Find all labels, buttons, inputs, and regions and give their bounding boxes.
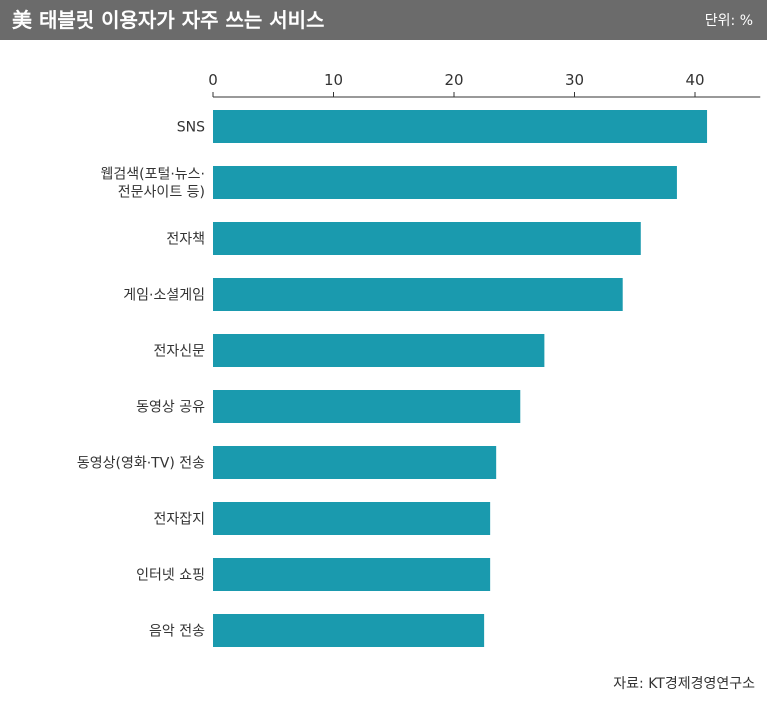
category-label: 전문사이트 등) [118, 185, 205, 201]
unit-label: 단위: % [704, 13, 753, 29]
x-tick-label: 20 [444, 71, 463, 89]
x-tick-label: 0 [208, 71, 218, 89]
bar [213, 166, 677, 199]
category-label: 게임·소셜게임 [123, 288, 205, 304]
title-bar: 美 태블릿 이용자가 자주 쓰는 서비스 단위: % [0, 0, 767, 40]
x-tick-label: 40 [685, 71, 704, 89]
x-tick-label: 30 [565, 71, 584, 89]
bar [213, 222, 641, 255]
bar [213, 558, 491, 591]
x-tick-label: 10 [324, 71, 343, 89]
category-label: SNS [177, 120, 205, 136]
chart-title: 美 태블릿 이용자가 자주 쓰는 서비스 [12, 8, 325, 32]
bar [213, 278, 623, 311]
source-note: 자료: KT경제경영연구소 [613, 676, 755, 692]
category-label: 전자책 [166, 232, 205, 248]
category-label: 인터넷 쇼핑 [136, 568, 205, 584]
bar [213, 390, 521, 423]
bar [213, 446, 497, 479]
category-label: 동영상 공유 [136, 400, 205, 416]
category-label: 동영상(영화·TV) 전송 [77, 456, 205, 472]
category-label: 웹검색(포털·뉴스· [100, 167, 205, 183]
bar [213, 614, 485, 647]
category-label: 음악 전송 [149, 624, 205, 640]
category-label: 전자잡지 [153, 512, 205, 528]
bar-chart: 0 10 20 30 40 SNS 웹검색(포털·뉴스· 전문사이트 등) 전자책게임·소셜게임… [77, 71, 761, 647]
category-label: 전자신문 [153, 344, 205, 360]
bar [213, 110, 708, 143]
bar [213, 334, 545, 367]
bar [213, 502, 491, 535]
